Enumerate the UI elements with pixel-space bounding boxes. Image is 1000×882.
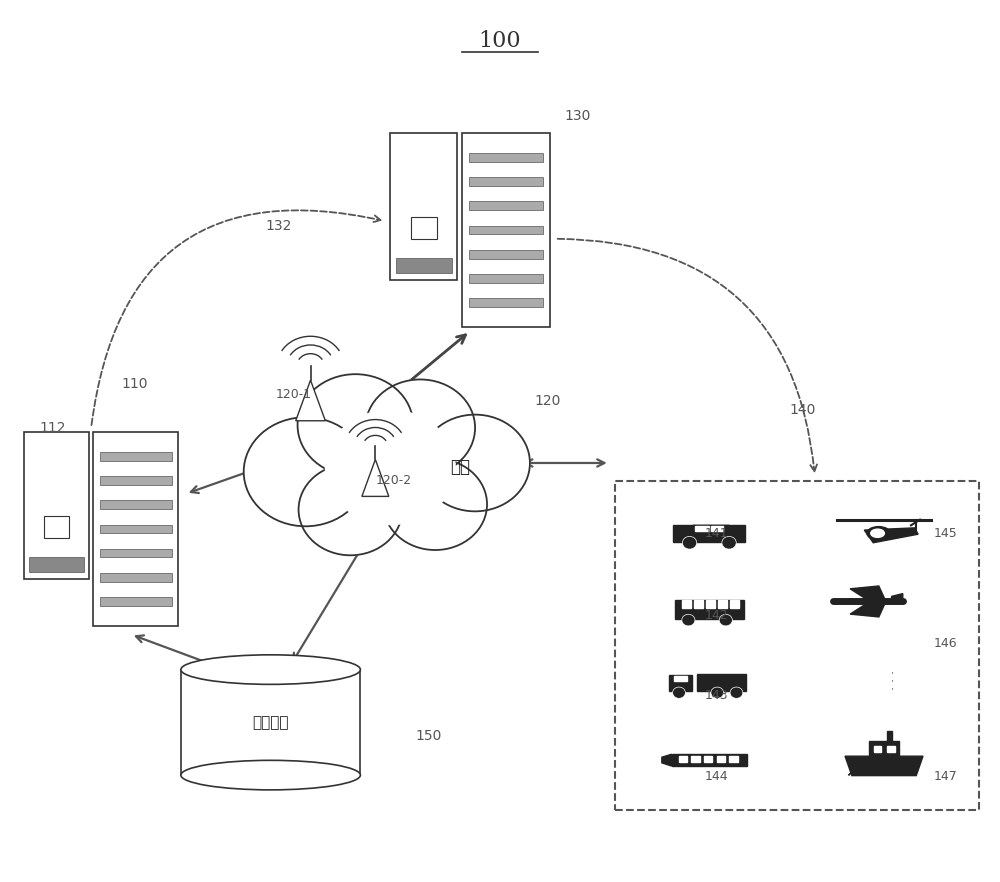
Bar: [695, 526, 709, 531]
Text: 100: 100: [479, 30, 521, 52]
Bar: [390, 133, 457, 280]
Bar: [729, 756, 738, 762]
Circle shape: [722, 536, 736, 549]
Bar: [93, 432, 178, 625]
Text: 145: 145: [934, 527, 958, 540]
Bar: [469, 201, 543, 210]
Ellipse shape: [181, 760, 360, 790]
Bar: [679, 756, 687, 762]
Bar: [694, 600, 703, 609]
Text: 141: 141: [704, 527, 728, 540]
Text: 146: 146: [934, 637, 957, 650]
Bar: [674, 676, 687, 682]
Circle shape: [682, 614, 695, 626]
Bar: [669, 676, 692, 691]
Circle shape: [711, 687, 724, 699]
Circle shape: [365, 379, 475, 476]
Bar: [100, 452, 172, 460]
Bar: [44, 516, 69, 538]
Text: 130: 130: [565, 108, 591, 123]
Circle shape: [244, 417, 367, 527]
Bar: [24, 432, 89, 579]
Bar: [869, 741, 899, 756]
Circle shape: [298, 374, 413, 476]
Circle shape: [383, 459, 487, 550]
Bar: [469, 274, 543, 283]
Circle shape: [719, 614, 732, 626]
Text: 150: 150: [415, 729, 442, 743]
Bar: [469, 226, 543, 235]
Bar: [469, 153, 543, 161]
Bar: [100, 573, 172, 581]
Circle shape: [325, 410, 455, 525]
Bar: [706, 600, 715, 609]
Text: 142: 142: [704, 609, 728, 622]
Polygon shape: [686, 526, 729, 532]
Circle shape: [682, 536, 697, 549]
Ellipse shape: [867, 527, 890, 540]
Bar: [887, 746, 895, 751]
Text: 147: 147: [934, 770, 958, 783]
Text: 112: 112: [39, 421, 66, 435]
Bar: [469, 298, 543, 307]
Bar: [100, 525, 172, 534]
Bar: [100, 597, 172, 606]
Text: 120-1: 120-1: [276, 388, 312, 401]
Bar: [469, 250, 543, 258]
Polygon shape: [296, 380, 325, 421]
Bar: [691, 756, 700, 762]
Bar: [697, 675, 746, 691]
Text: 140: 140: [789, 403, 816, 417]
Circle shape: [730, 687, 743, 699]
Bar: [462, 133, 550, 326]
Bar: [730, 600, 739, 609]
Polygon shape: [892, 594, 903, 602]
Bar: [100, 476, 172, 485]
Ellipse shape: [181, 654, 360, 684]
Text: · · ·: · · ·: [888, 670, 901, 690]
Bar: [711, 526, 723, 531]
Text: 存储设备: 存储设备: [252, 714, 289, 729]
Bar: [673, 526, 745, 542]
Bar: [181, 669, 360, 775]
Text: 120: 120: [535, 394, 561, 408]
Ellipse shape: [871, 529, 884, 537]
Circle shape: [420, 415, 530, 512]
Polygon shape: [845, 756, 923, 775]
Bar: [718, 600, 727, 609]
Text: 网络: 网络: [450, 459, 470, 476]
Polygon shape: [864, 527, 918, 542]
Polygon shape: [662, 754, 672, 766]
Bar: [672, 754, 747, 766]
Bar: [29, 557, 84, 572]
Text: 110: 110: [121, 377, 148, 391]
Circle shape: [299, 464, 402, 556]
Text: 132: 132: [266, 219, 292, 233]
Text: 143: 143: [704, 690, 728, 702]
Circle shape: [673, 687, 685, 699]
Bar: [100, 500, 172, 509]
Bar: [704, 756, 712, 762]
Bar: [682, 600, 691, 609]
Bar: [874, 746, 881, 751]
Polygon shape: [850, 586, 885, 600]
Bar: [717, 756, 725, 762]
Text: 144: 144: [704, 770, 728, 783]
Bar: [100, 549, 172, 557]
Bar: [675, 600, 744, 618]
Bar: [411, 217, 437, 239]
Text: 120-2: 120-2: [375, 474, 411, 487]
Bar: [615, 481, 979, 811]
Polygon shape: [362, 460, 389, 497]
Bar: [396, 258, 452, 273]
Bar: [887, 731, 892, 743]
Polygon shape: [850, 603, 885, 617]
Bar: [469, 177, 543, 186]
